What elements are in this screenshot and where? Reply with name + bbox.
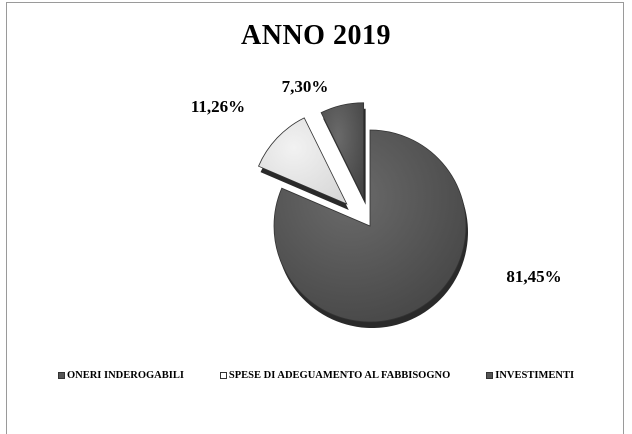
legend-label-spese: SPESE DI ADEGUAMENTO AL FABBISOGNO: [228, 370, 451, 381]
label-spese: 11,26%: [191, 97, 245, 116]
label-investimenti: 7,30%: [282, 77, 329, 96]
slice-investimenti: [320, 102, 365, 199]
legend-label-investimenti: INVESTIMENTI: [495, 370, 575, 381]
legend-swatch-oneri: [57, 372, 65, 379]
slice-oneri: [273, 129, 467, 323]
legend-item-investimenti: INVESTIMENTI: [486, 370, 574, 381]
legend-item-spese: SPESE DI ADEGUAMENTO AL FABBISOGNO: [219, 370, 451, 381]
slice-spese: [258, 117, 348, 205]
legend-swatch-investimenti: [486, 372, 494, 379]
label-oneri: 81,45%: [506, 267, 561, 286]
legend: ONERI INDEROGABILI SPESE DI ADEGUAMENTO …: [0, 370, 632, 381]
legend-item-oneri: ONERI INDEROGABILI: [57, 370, 184, 381]
legend-label-oneri: ONERI INDEROGABILI: [66, 370, 184, 381]
chart-title: ANNO 2019: [241, 20, 391, 51]
legend-swatch-spese: [219, 372, 227, 379]
